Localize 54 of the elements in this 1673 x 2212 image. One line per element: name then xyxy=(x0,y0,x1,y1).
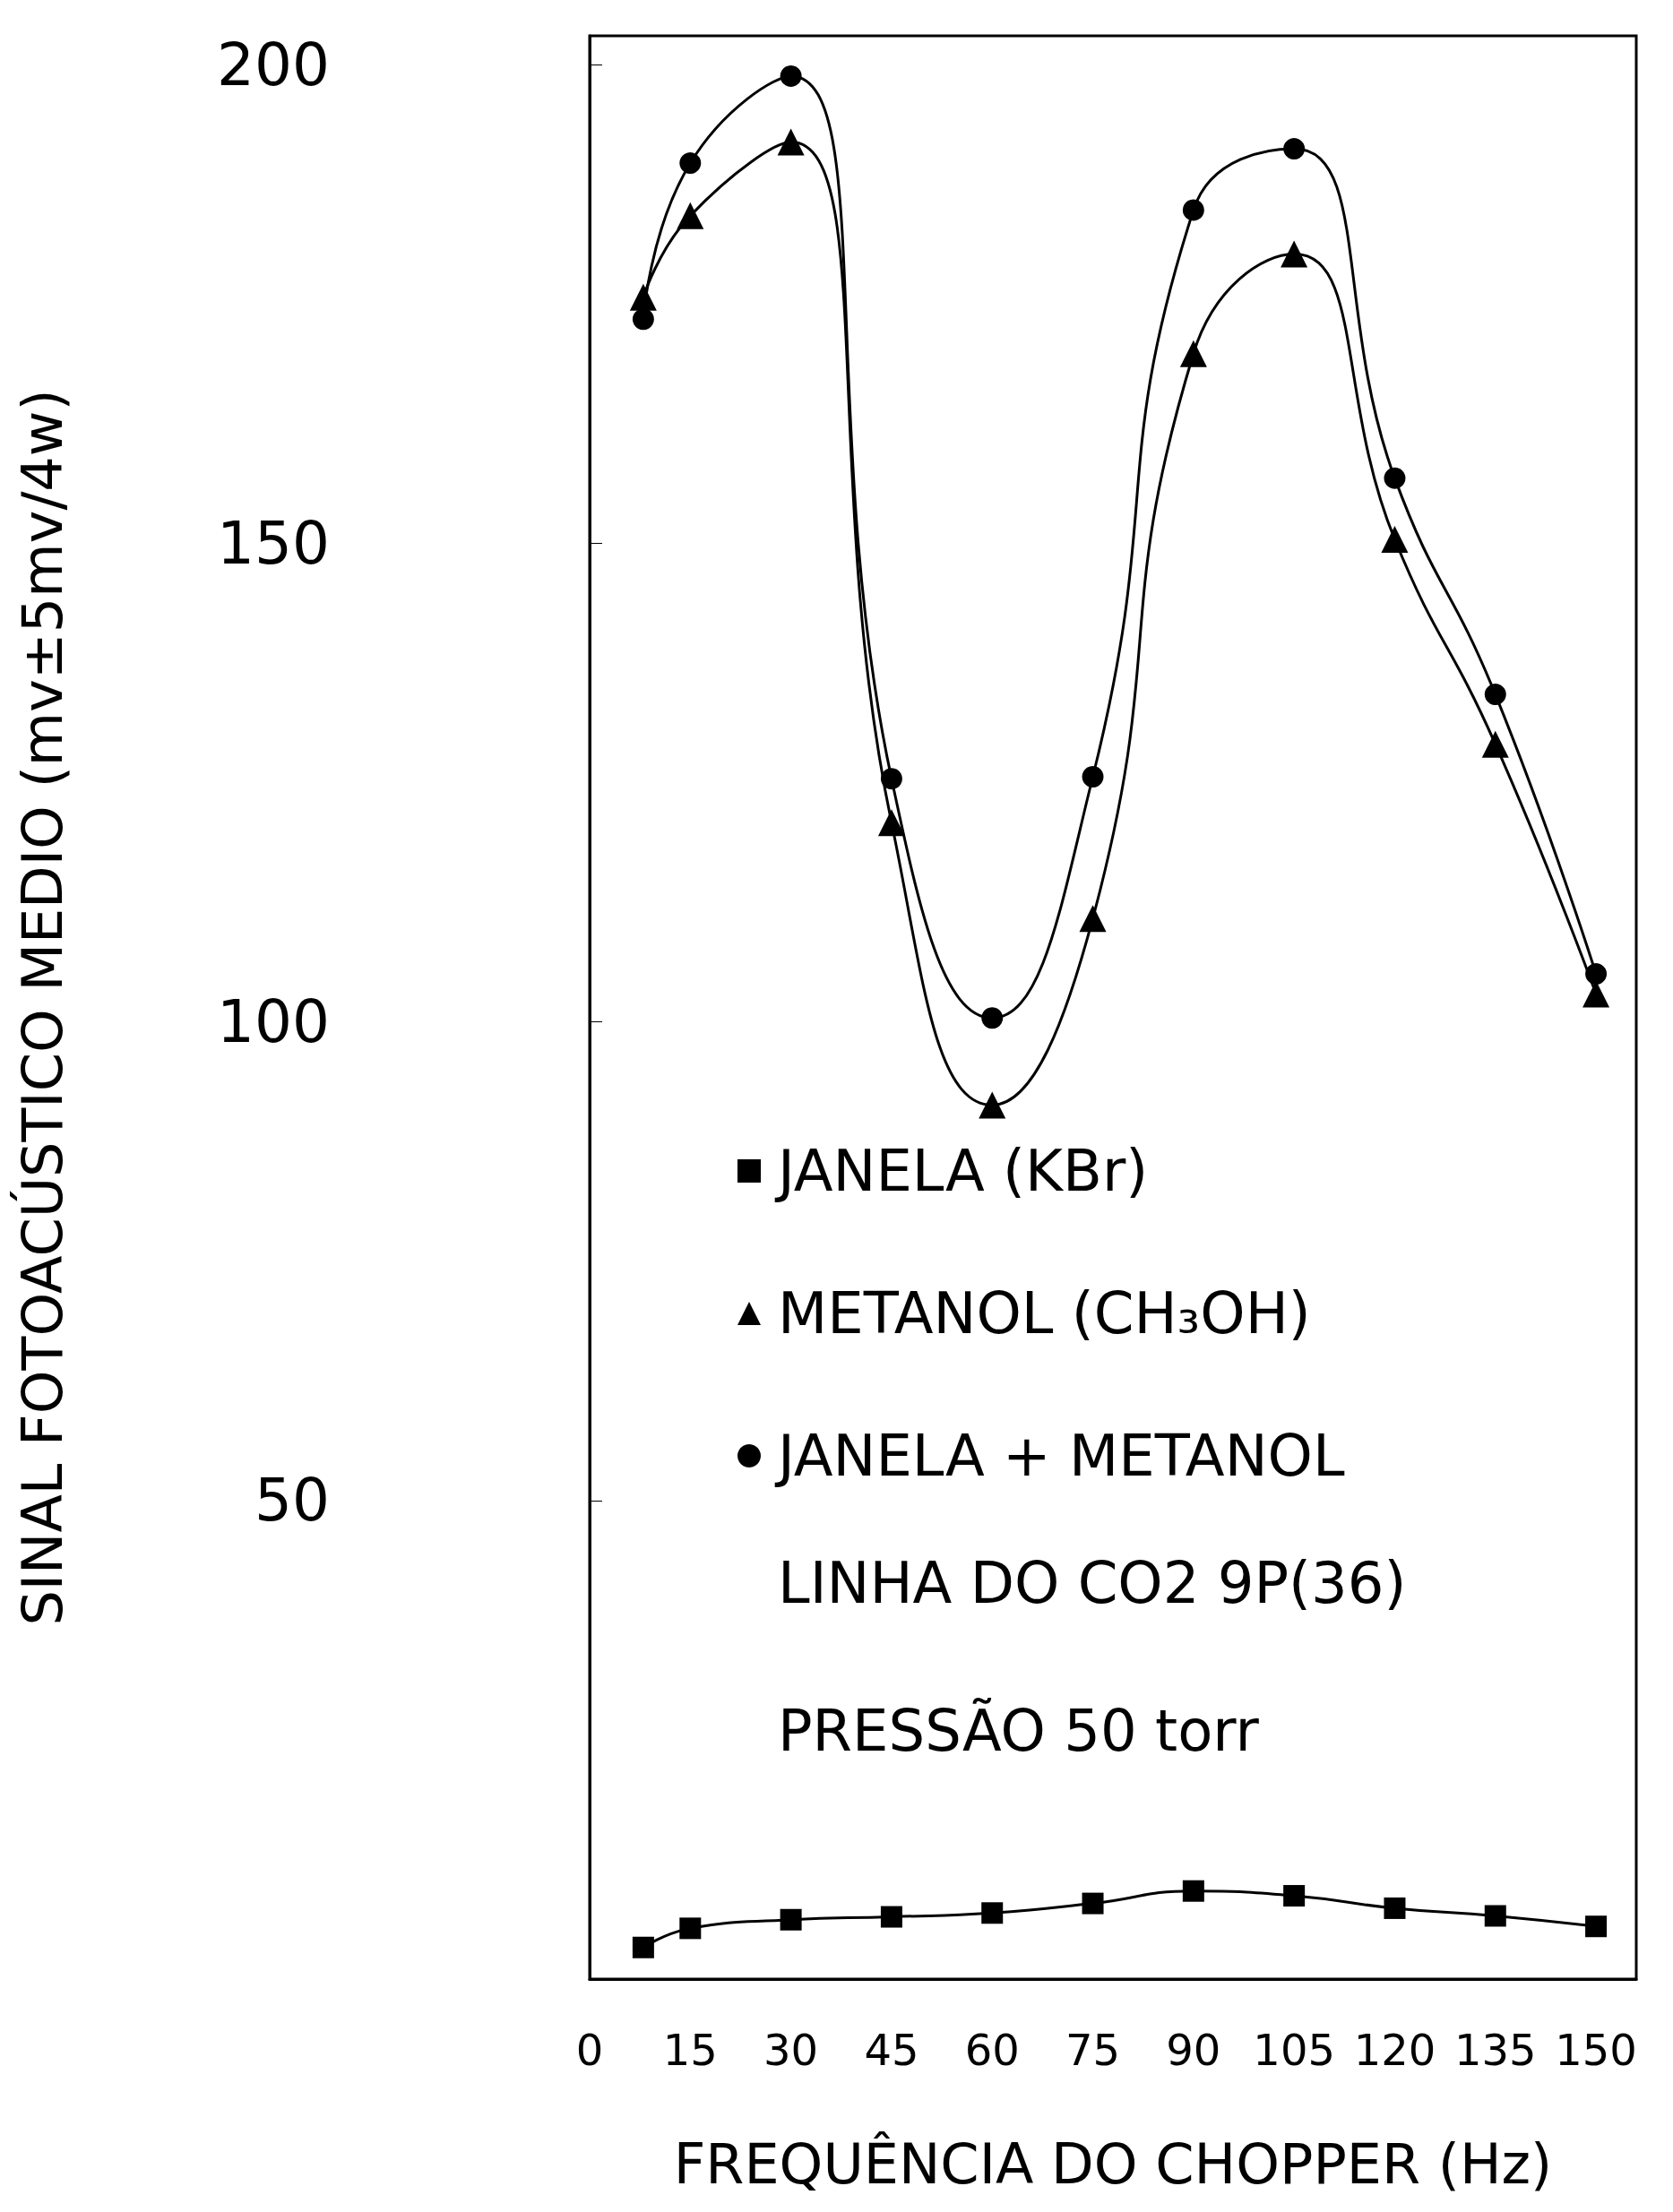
point xyxy=(1082,1892,1104,1915)
point xyxy=(877,809,905,837)
x-tick-label: 90 xyxy=(1166,2025,1221,2075)
point xyxy=(979,1091,1006,1119)
legend-label: JANELA + METANOL xyxy=(774,1423,1345,1489)
x-tick-label: 60 xyxy=(964,2025,1020,2075)
annotation: LINHA DO CO2 9P(36) xyxy=(778,1550,1407,1616)
x-tick-label: 15 xyxy=(662,2025,718,2075)
point xyxy=(677,202,704,229)
point xyxy=(880,768,902,790)
legend-label: METANOL (CH₃OH) xyxy=(778,1280,1311,1347)
point xyxy=(1384,467,1406,489)
point xyxy=(629,283,657,311)
y-axis-title: SINAL FOTOACÚSTICO MEDIO (mv±5mv/4w) xyxy=(9,389,75,1626)
point xyxy=(679,1917,702,1940)
point xyxy=(1481,730,1509,758)
point xyxy=(1585,963,1608,986)
point xyxy=(1182,199,1204,221)
point xyxy=(1283,1885,1306,1907)
x-tick-label: 45 xyxy=(864,2025,919,2075)
point xyxy=(632,1936,654,1958)
point xyxy=(1179,340,1207,367)
point xyxy=(1283,138,1306,160)
point xyxy=(1381,526,1409,554)
y-tick-label: 100 xyxy=(217,987,330,1057)
point xyxy=(1082,766,1104,788)
point xyxy=(981,1007,1004,1029)
x-tick-label: 30 xyxy=(763,2025,819,2075)
point xyxy=(777,128,805,156)
point xyxy=(780,65,802,87)
y-tick-label: 150 xyxy=(217,508,330,578)
point xyxy=(1182,1880,1204,1902)
point xyxy=(1281,240,1308,268)
point xyxy=(1484,684,1506,706)
point xyxy=(679,152,702,175)
x-tick-label: 135 xyxy=(1453,2025,1537,2075)
annotation: PRESSÃO 50 torr xyxy=(778,1698,1260,1764)
x-tick-label: 75 xyxy=(1065,2025,1121,2075)
x-tick-label: 105 xyxy=(1253,2025,1335,2075)
point xyxy=(981,1902,1004,1924)
point xyxy=(1585,1915,1608,1938)
x-tick-label: 0 xyxy=(575,2025,604,2075)
x-axis-title: FREQUÊNCIA DO CHOPPER (Hz) xyxy=(673,2130,1553,2197)
y-tick-label: 200 xyxy=(217,30,330,99)
point xyxy=(1079,905,1107,933)
y-tick-label: 50 xyxy=(254,1466,330,1536)
x-tick-label: 120 xyxy=(1353,2025,1436,2075)
point xyxy=(780,1908,802,1931)
point xyxy=(1484,1905,1506,1927)
legend-label: JANELA (KBr) xyxy=(774,1138,1149,1204)
point xyxy=(1384,1897,1406,1919)
point xyxy=(880,1906,902,1928)
x-tick-label: 150 xyxy=(1555,2025,1637,2075)
point xyxy=(632,308,654,331)
